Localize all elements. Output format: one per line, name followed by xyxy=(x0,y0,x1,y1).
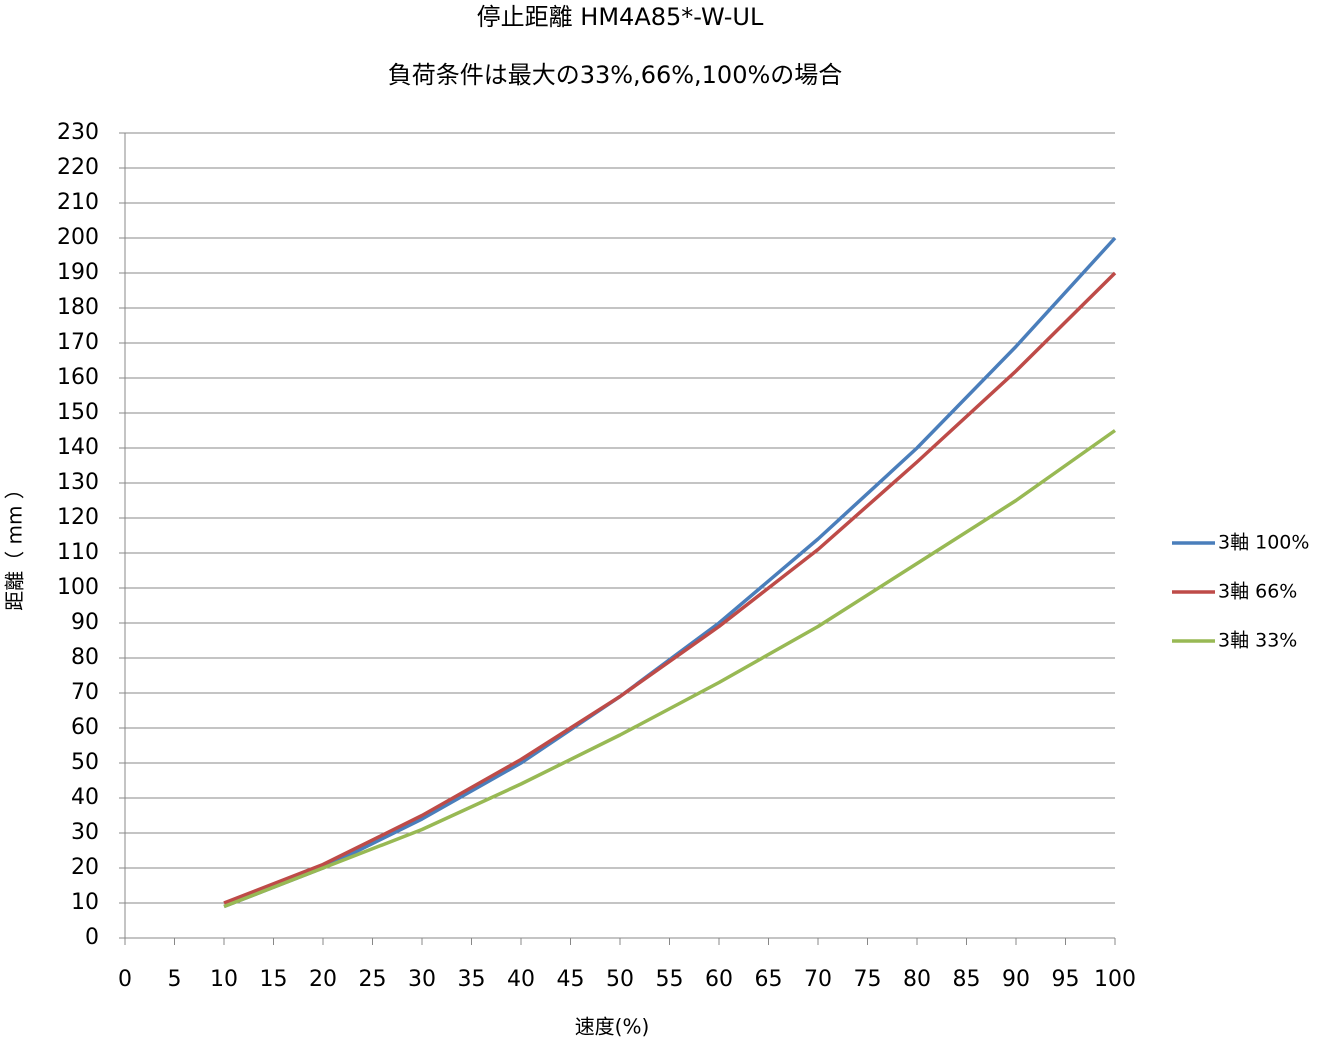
x-tick-label: 70 xyxy=(804,967,832,992)
y-tick-label: 70 xyxy=(71,680,99,705)
y-tick-label: 20 xyxy=(71,855,99,880)
x-tick-label: 55 xyxy=(656,967,684,992)
x-tick-label: 50 xyxy=(606,967,634,992)
x-tick-label: 90 xyxy=(1002,967,1030,992)
x-tick-label: 60 xyxy=(705,967,733,992)
y-tick-label: 230 xyxy=(57,120,99,145)
x-tick-label: 85 xyxy=(953,967,981,992)
series-line xyxy=(223,236,1117,909)
x-tick-label: 35 xyxy=(458,967,486,992)
y-tick-label: 160 xyxy=(57,365,99,390)
x-tick-label: 15 xyxy=(260,967,288,992)
x-axis-label: 速度(%) xyxy=(575,1015,650,1039)
y-tick-label: 120 xyxy=(57,505,99,530)
legend-label: 3軸 33% xyxy=(1218,630,1297,652)
x-tick-label: 5 xyxy=(168,967,182,992)
chart-title: 停止距離 HM4A85*-W-UL xyxy=(477,3,764,31)
series-line xyxy=(223,271,1117,905)
x-tick-label: 45 xyxy=(557,967,585,992)
x-tick-label: 75 xyxy=(854,967,882,992)
series-line xyxy=(223,429,1117,909)
y-tick-label: 0 xyxy=(85,925,99,950)
x-tick-label: 100 xyxy=(1094,967,1136,992)
chart-subtitle: 負荷条件は最大の33%,66%,100%の場合 xyxy=(388,61,843,89)
x-tick-label: 80 xyxy=(903,967,931,992)
x-tick-label: 0 xyxy=(118,967,132,992)
y-tick-label: 60 xyxy=(71,715,99,740)
y-tick-label: 30 xyxy=(71,820,99,845)
y-tick-label: 80 xyxy=(71,645,99,670)
y-tick-label: 140 xyxy=(57,435,99,460)
y-axis-label: 距離（ mm ） xyxy=(3,479,27,611)
x-tick-label: 95 xyxy=(1052,967,1080,992)
y-tick-label: 190 xyxy=(57,260,99,285)
x-tick-label: 65 xyxy=(755,967,783,992)
x-tick-label: 10 xyxy=(210,967,238,992)
x-tick-label: 40 xyxy=(507,967,535,992)
x-tick-label: 30 xyxy=(408,967,436,992)
legend-label: 3軸 66% xyxy=(1218,581,1297,603)
y-tick-label: 90 xyxy=(71,610,99,635)
y-tick-label: 170 xyxy=(57,330,99,355)
y-tick-label: 220 xyxy=(57,155,99,180)
legend-label: 3軸 100% xyxy=(1218,532,1309,554)
y-tick-label: 40 xyxy=(71,785,99,810)
y-tick-label: 10 xyxy=(71,890,99,915)
y-tick-label: 180 xyxy=(57,295,99,320)
y-tick-label: 210 xyxy=(57,190,99,215)
y-tick-label: 50 xyxy=(71,750,99,775)
y-tick-label: 110 xyxy=(57,540,99,565)
x-tick-label: 25 xyxy=(359,967,387,992)
y-tick-label: 150 xyxy=(57,400,99,425)
y-tick-label: 200 xyxy=(57,225,99,250)
y-tick-label: 100 xyxy=(57,575,99,600)
y-tick-label: 130 xyxy=(57,470,99,495)
x-tick-label: 20 xyxy=(309,967,337,992)
